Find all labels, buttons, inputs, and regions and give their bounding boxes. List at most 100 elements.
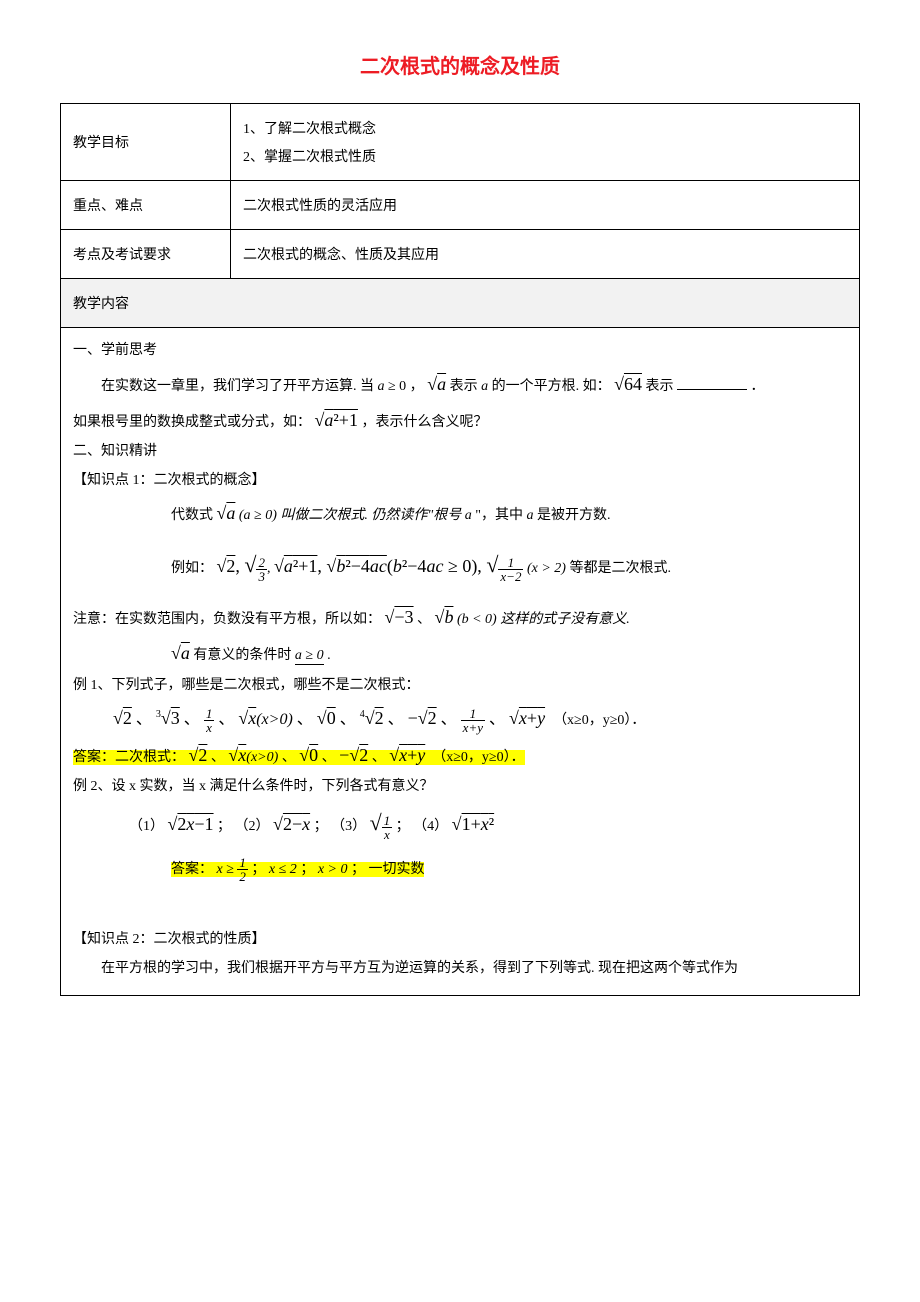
- highlight: 答案：二次根式： √2 、 √x(x>0) 、 √0 、 −√2 、 √x+y …: [73, 750, 525, 765]
- text: 答案：二次根式：: [73, 750, 185, 765]
- table-row: 教学目标 1、了解二次根式概念 2、掌握二次根式性质: [61, 104, 860, 181]
- math-expr: x ≤ 2: [269, 862, 297, 877]
- text: （1）: [129, 819, 164, 834]
- math-expr: x > 0: [318, 862, 348, 877]
- text: ．: [750, 379, 764, 394]
- meta-line: 2、掌握二次根式性质: [243, 146, 847, 166]
- kp-heading: 【知识点 1：二次根式的概念】: [73, 468, 847, 495]
- math-var: a: [527, 508, 534, 523]
- text: 一切实数: [368, 862, 424, 877]
- math-sqrt-a: √a: [217, 503, 236, 523]
- math-expr: √x+y: [389, 745, 425, 765]
- paragraph: 代数式 √a (a ≥ 0) 叫做二次根式. 仍然读作"根号 a "，其中 a …: [73, 496, 847, 530]
- text: 如果根号里的数换成整式或分式，如：: [73, 415, 311, 430]
- text: 答案：: [171, 862, 213, 877]
- text: ；: [251, 862, 265, 877]
- text: （4）: [413, 819, 448, 834]
- answer-line: 答案：二次根式： √2 、 √x(x>0) 、 √0 、 −√2 、 √x+y …: [73, 738, 847, 772]
- text: ；: [300, 862, 314, 877]
- math-expr: √2−x: [273, 814, 310, 834]
- text: 注意：在实数范围内，负数没有平方根，所以如：: [73, 612, 381, 627]
- meta-label: 教学目标: [61, 104, 231, 181]
- table-row: 考点及考试要求 二次根式的概念、性质及其应用: [61, 230, 860, 279]
- blank-line: [677, 376, 747, 390]
- math-expr: √b²−4ac(b²−4ac ≥ 0),: [326, 556, 486, 576]
- formula-list: （1） √2x−1 ； （2） √2−x ； （3） √1x ； （4） √1+…: [73, 802, 847, 844]
- text: （x≥0，y≥0）．: [553, 713, 645, 728]
- answer-line: 答案： x ≥ 12 ； x ≤ 2 ； x > 0 ； 一切实数: [73, 856, 847, 883]
- text: ≥ 0 ，: [388, 379, 424, 394]
- math-expr: (x > 2): [527, 561, 566, 576]
- text: 在实数这一章里，我们学习了开平方运算. 当: [101, 379, 378, 394]
- math-expr: √0: [299, 745, 318, 765]
- paragraph: 如果根号里的数换成整式或分式，如： √a²+1 ，表示什么含义呢？: [73, 403, 847, 437]
- meta-label: 考点及考试要求: [61, 230, 231, 279]
- frac-icon: 23: [256, 556, 267, 583]
- meta-line: 1、了解二次根式概念: [243, 118, 847, 138]
- meta-table: 教学目标 1、了解二次根式概念 2、掌握二次根式性质 重点、难点 二次根式性质的…: [60, 103, 860, 328]
- text: 表示: [645, 379, 673, 394]
- text: 例如：: [171, 561, 213, 576]
- text: 代数式: [171, 508, 217, 523]
- text: ，表示什么含义呢？: [361, 415, 487, 430]
- paragraph: 在平方根的学习中，我们根据开平方与平方互为逆运算的关系，得到了下列等式. 现在把…: [73, 956, 847, 983]
- page-title: 二次根式的概念及性质: [60, 50, 860, 79]
- table-row: 重点、难点 二次根式性质的灵活应用: [61, 181, 860, 230]
- text: （2）: [235, 819, 270, 834]
- math-var: a: [378, 379, 385, 394]
- math-expr: 4√2: [360, 708, 384, 728]
- example-heading: 例 2、设 x 实数，当 x 满足什么条件时，下列各式有意义？: [73, 774, 847, 801]
- math-expr: √a²+1,: [274, 556, 326, 576]
- text: ；: [351, 862, 365, 877]
- frac-icon: 1x: [382, 814, 393, 841]
- math-expr: √2,: [217, 556, 245, 576]
- math-sqrt-a: √a: [427, 374, 446, 394]
- text: 是被开方数.: [537, 508, 611, 523]
- text: （3）: [331, 819, 366, 834]
- text: (a ≥ 0) 叫做二次根式. 仍然读作"根号: [239, 508, 465, 523]
- frac-icon: 12: [237, 856, 248, 883]
- text: （x≥0，y≥0）．: [432, 750, 524, 765]
- math-expr: √: [370, 810, 382, 835]
- meta-value: 1、了解二次根式概念 2、掌握二次根式性质: [231, 104, 860, 181]
- meta-value: 二次根式的概念、性质及其应用: [231, 230, 860, 279]
- math-sqrt-a2p1: √a²+1: [315, 410, 358, 430]
- math-expr: √2: [113, 708, 132, 728]
- paragraph: √a 有意义的条件时 a ≥ 0 .: [73, 636, 847, 670]
- math-expr: 3√3: [156, 708, 180, 728]
- frac-icon: 1x+y: [461, 707, 485, 734]
- example-formulas: 例如： √2, √23, √a²+1, √b²−4ac(b²−4ac ≥ 0),…: [73, 544, 847, 586]
- math-sqrt-a: √a: [171, 643, 190, 663]
- math-cond: a ≥ 0: [295, 648, 324, 665]
- meta-label: 重点、难点: [61, 181, 231, 230]
- text: (b < 0) 这样的式子没有意义.: [457, 612, 630, 627]
- table-row: 教学内容: [61, 279, 860, 328]
- example-heading: 例 1、下列式子，哪些是二次根式，哪些不是二次根式：: [73, 673, 847, 700]
- math-expr: −√2: [408, 708, 437, 728]
- section-heading: 二、知识精讲: [73, 439, 847, 466]
- frac-icon: 1x: [204, 707, 215, 734]
- math-expr: −√2: [339, 745, 368, 765]
- math-sqrt-64: √64: [614, 374, 642, 394]
- text: 的一个平方根. 如：: [492, 379, 611, 394]
- math-expr: √x: [238, 708, 256, 728]
- math-expr: √x+y: [509, 708, 545, 728]
- math-expr: √2x−1: [168, 814, 214, 834]
- text: 等都是二次根式.: [569, 561, 671, 576]
- meta-full: 教学内容: [61, 279, 860, 328]
- kp-heading: 【知识点 2：二次根式的性质】: [73, 927, 847, 954]
- math-var: a: [481, 379, 488, 394]
- math-expr: √−3: [385, 607, 414, 627]
- section-heading: 一、学前思考: [73, 338, 847, 365]
- meta-value: 二次根式性质的灵活应用: [231, 181, 860, 230]
- frac-icon: 1x−2: [498, 556, 523, 583]
- formula-list: √2 、 3√3 、 1x 、 √x(x>0) 、 √0 、 4√2 、 −√2…: [73, 701, 847, 735]
- math-expr: √: [486, 552, 498, 577]
- text: 表示: [450, 379, 482, 394]
- text: 例 2、设 x 实数，当 x 满足什么条件时，下列各式有意义？: [73, 779, 434, 794]
- text: .: [327, 648, 331, 663]
- math-var: a: [465, 508, 472, 523]
- highlight: 答案： x ≥ 12 ； x ≤ 2 ； x > 0 ； 一切实数: [171, 862, 424, 877]
- math-expr: √b: [435, 607, 454, 627]
- paragraph: 在实数这一章里，我们学习了开平方运算. 当 a ≥ 0 ， √a 表示 a 的一…: [73, 367, 847, 401]
